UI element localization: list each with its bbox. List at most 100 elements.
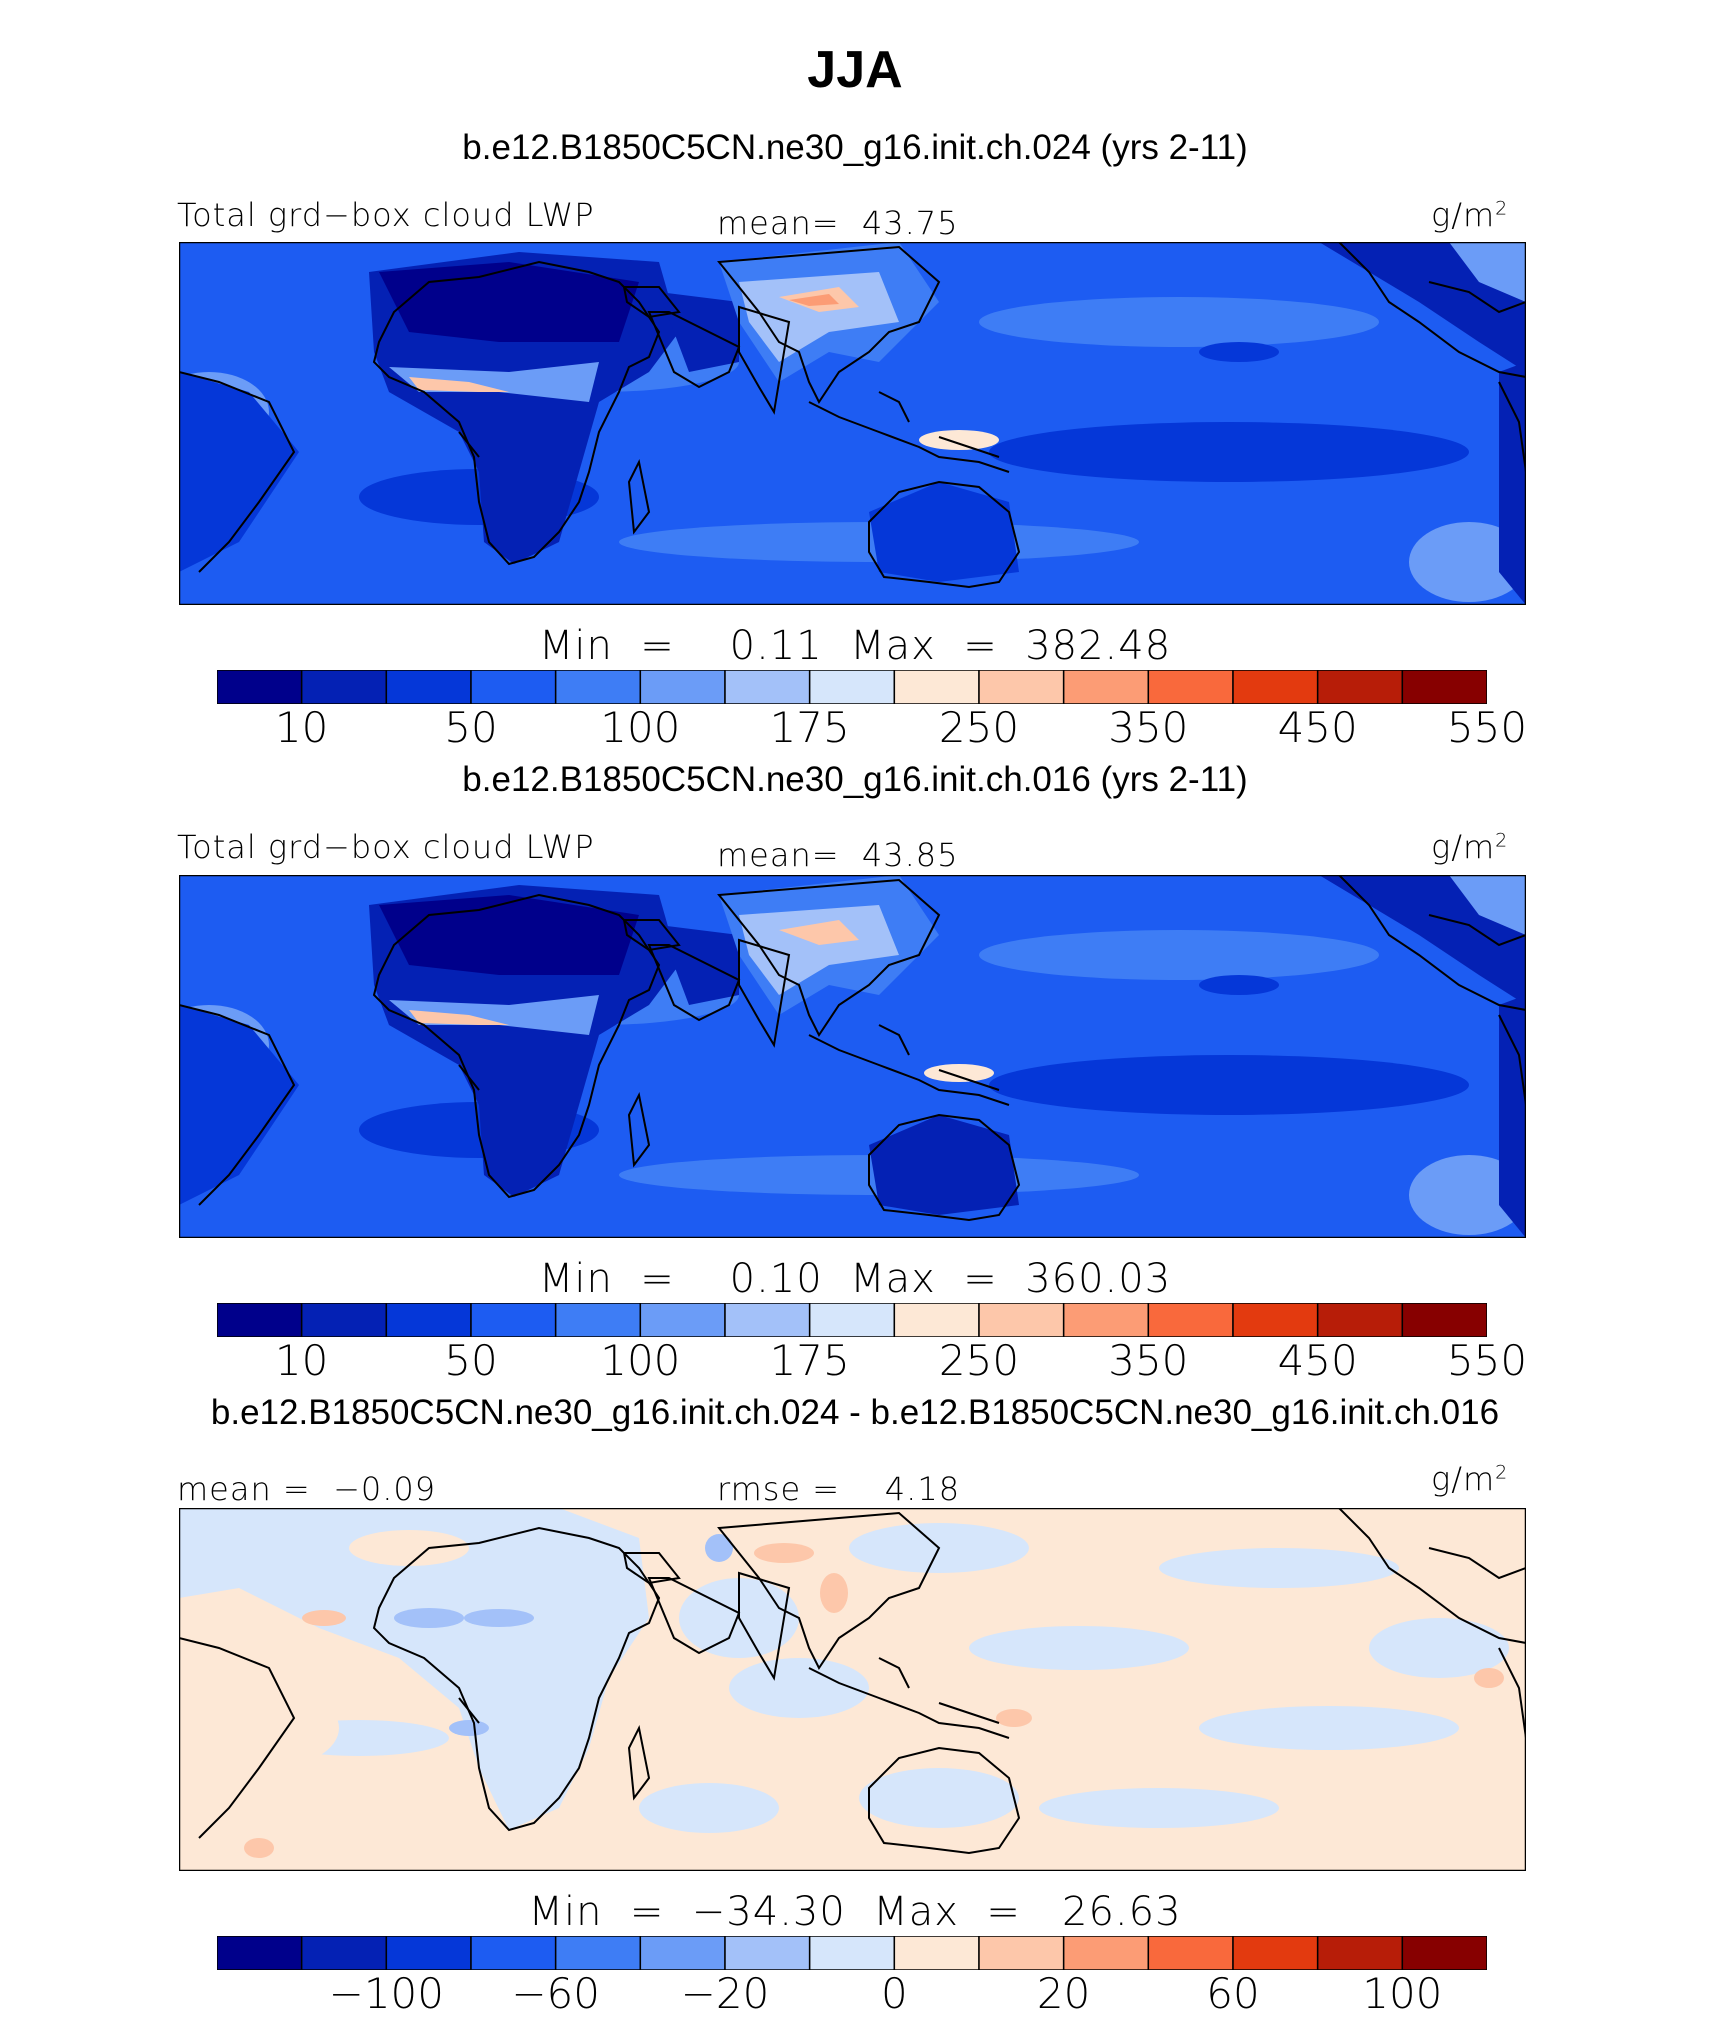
colorbar-tick-label: 250 — [938, 1336, 1020, 1385]
maritime-high — [919, 430, 999, 450]
field-band — [1409, 1155, 1526, 1235]
colorbar-tick-label: −20 — [680, 1969, 770, 2018]
panel-1-colorbar-ticks: 10 50 100 175 250 350 450 550 — [0, 703, 1710, 753]
colorbar-tick-label: 350 — [1108, 1336, 1189, 1385]
panel-2-colorbar — [217, 1303, 1487, 1337]
panel-3-minmax: Min = −34.30 Max = 26.63 — [528, 1889, 1182, 1935]
colorbar-tick-label: 100 — [600, 703, 681, 752]
panel-2-units: g/m2 — [1431, 828, 1509, 866]
colorbar-swatch — [808, 670, 896, 704]
panel-2-variable-label: Total grd−box cloud LWP — [177, 828, 595, 866]
colorbar-tick-label: −60 — [511, 1969, 600, 2018]
colorbar-tick-label: 50 — [444, 703, 498, 752]
panel-1-variable-label: Total grd−box cloud LWP — [177, 196, 595, 234]
map-frame — [179, 875, 1526, 1238]
tibet-high — [779, 920, 859, 945]
colorbar-swatch — [554, 670, 642, 704]
colorbar-swatch — [1316, 1303, 1404, 1337]
colorbar-swatch — [978, 670, 1065, 704]
australia-field — [869, 482, 1019, 582]
panel-2-map — [179, 875, 1526, 1238]
colorbar-swatch — [554, 1936, 642, 1970]
colorbar-swatch — [1316, 1936, 1404, 1970]
sahel-field — [389, 362, 599, 402]
panel-2-colorbar-ticks: 10 50 100 175 250 350 450 550 — [0, 1336, 1710, 1386]
colorbar-swatch — [724, 1936, 811, 1970]
colorbar-tick-label: 60 — [1206, 1969, 1260, 2018]
tibet-max — [789, 294, 839, 306]
south-america-field — [1499, 995, 1526, 1238]
colorbar-swatch — [808, 1936, 896, 1970]
monsoon-field — [739, 272, 899, 362]
colorbar-swatch — [385, 1303, 472, 1337]
negative-spots — [394, 1534, 733, 1736]
panel-1-case-title: b.e12.B1850C5CN.ne30_g16.init.ch.024 (yr… — [462, 128, 1248, 167]
panel-2-minmax: Min = 0.10 Max = 360.03 — [538, 1256, 1172, 1302]
colorbar-tick-label: 50 — [444, 1336, 498, 1385]
sahel-high — [409, 377, 509, 392]
colorbar-swatch — [1401, 670, 1487, 704]
colorbar-swatch — [217, 1303, 303, 1337]
figure-title: JJA — [807, 41, 903, 99]
colorbar-swatch — [1232, 1303, 1319, 1337]
colorbar-swatch — [300, 1303, 388, 1337]
coastlines — [179, 1508, 1526, 1855]
colorbar-tick-label: 20 — [1036, 1969, 1091, 2018]
maritime-high — [924, 1064, 994, 1082]
colorbar-tick-label: 10 — [274, 1336, 329, 1385]
panel-3-map — [179, 1508, 1526, 1871]
north-america-high — [1449, 242, 1526, 302]
panel-3-rmse-label: rmse = 4.18 — [717, 1470, 961, 1508]
colorbar-swatch — [893, 670, 980, 704]
colorbar-swatch — [217, 670, 303, 704]
colorbar-swatch — [1401, 1303, 1487, 1337]
colorbar-swatch — [1147, 1303, 1234, 1337]
colorbar-swatch — [1062, 1303, 1150, 1337]
west-field — [179, 1005, 299, 1205]
field-band — [979, 297, 1379, 347]
panel-3-colorbar-ticks: −100 −60 −20 0 20 60 100 — [0, 1969, 1710, 2019]
colorbar-tick-label: 100 — [600, 1336, 681, 1385]
australia-field — [869, 1115, 1019, 1215]
colorbar-swatch — [470, 1936, 557, 1970]
sahara-field — [379, 895, 639, 975]
colorbar-tick-label: 10 — [274, 703, 329, 752]
field-band — [989, 1055, 1469, 1115]
colorbar-tick-label: 100 — [1362, 1969, 1443, 2018]
coastlines — [179, 242, 1526, 589]
field-spot — [1199, 342, 1279, 362]
panel-1-minmax: Min = 0.11 Max = 382.48 — [538, 623, 1172, 669]
monsoon-field — [739, 905, 899, 995]
panel-3-colorbar — [217, 1936, 1487, 1970]
colorbar-swatch — [1232, 1936, 1319, 1970]
panel-2-case-title: b.e12.B1850C5CN.ne30_g16.init.ch.016 (yr… — [462, 760, 1248, 799]
north-america-high — [1449, 875, 1526, 935]
colorbar-swatch — [470, 1303, 557, 1337]
field-band — [989, 422, 1469, 482]
colorbar-swatch — [978, 1303, 1065, 1337]
panel-1-mean-label: mean= 43.75 — [717, 204, 959, 242]
south-america-field — [1499, 362, 1526, 605]
colorbar-swatch — [1401, 1936, 1487, 1970]
colorbar-swatch — [1062, 1936, 1150, 1970]
colorbar-swatch — [893, 1303, 980, 1337]
negative-regions — [179, 1508, 1509, 1833]
colorbar-swatch — [1062, 670, 1150, 704]
colorbar-swatch — [893, 1936, 980, 1970]
sahel-high — [409, 1010, 509, 1025]
colorbar-tick-label: 450 — [1277, 703, 1358, 752]
colorbar-swatch — [639, 1303, 726, 1337]
colorbar-tick-label: 350 — [1108, 703, 1189, 752]
colorbar-tick-label: 175 — [769, 703, 850, 752]
panel-1-colorbar — [217, 670, 1487, 704]
panel-3-mean-label: mean = −0.09 — [177, 1470, 437, 1508]
colorbar-swatch — [1147, 670, 1234, 704]
colorbar-swatch — [724, 670, 811, 704]
coastlines — [179, 875, 1526, 1222]
field-spot — [1199, 975, 1279, 995]
colorbar-swatch — [978, 1936, 1065, 1970]
colorbar-tick-label: 550 — [1446, 1336, 1528, 1385]
map-frame — [179, 242, 1526, 605]
colorbar-swatch — [470, 670, 557, 704]
panel-1-units: g/m2 — [1431, 196, 1509, 234]
